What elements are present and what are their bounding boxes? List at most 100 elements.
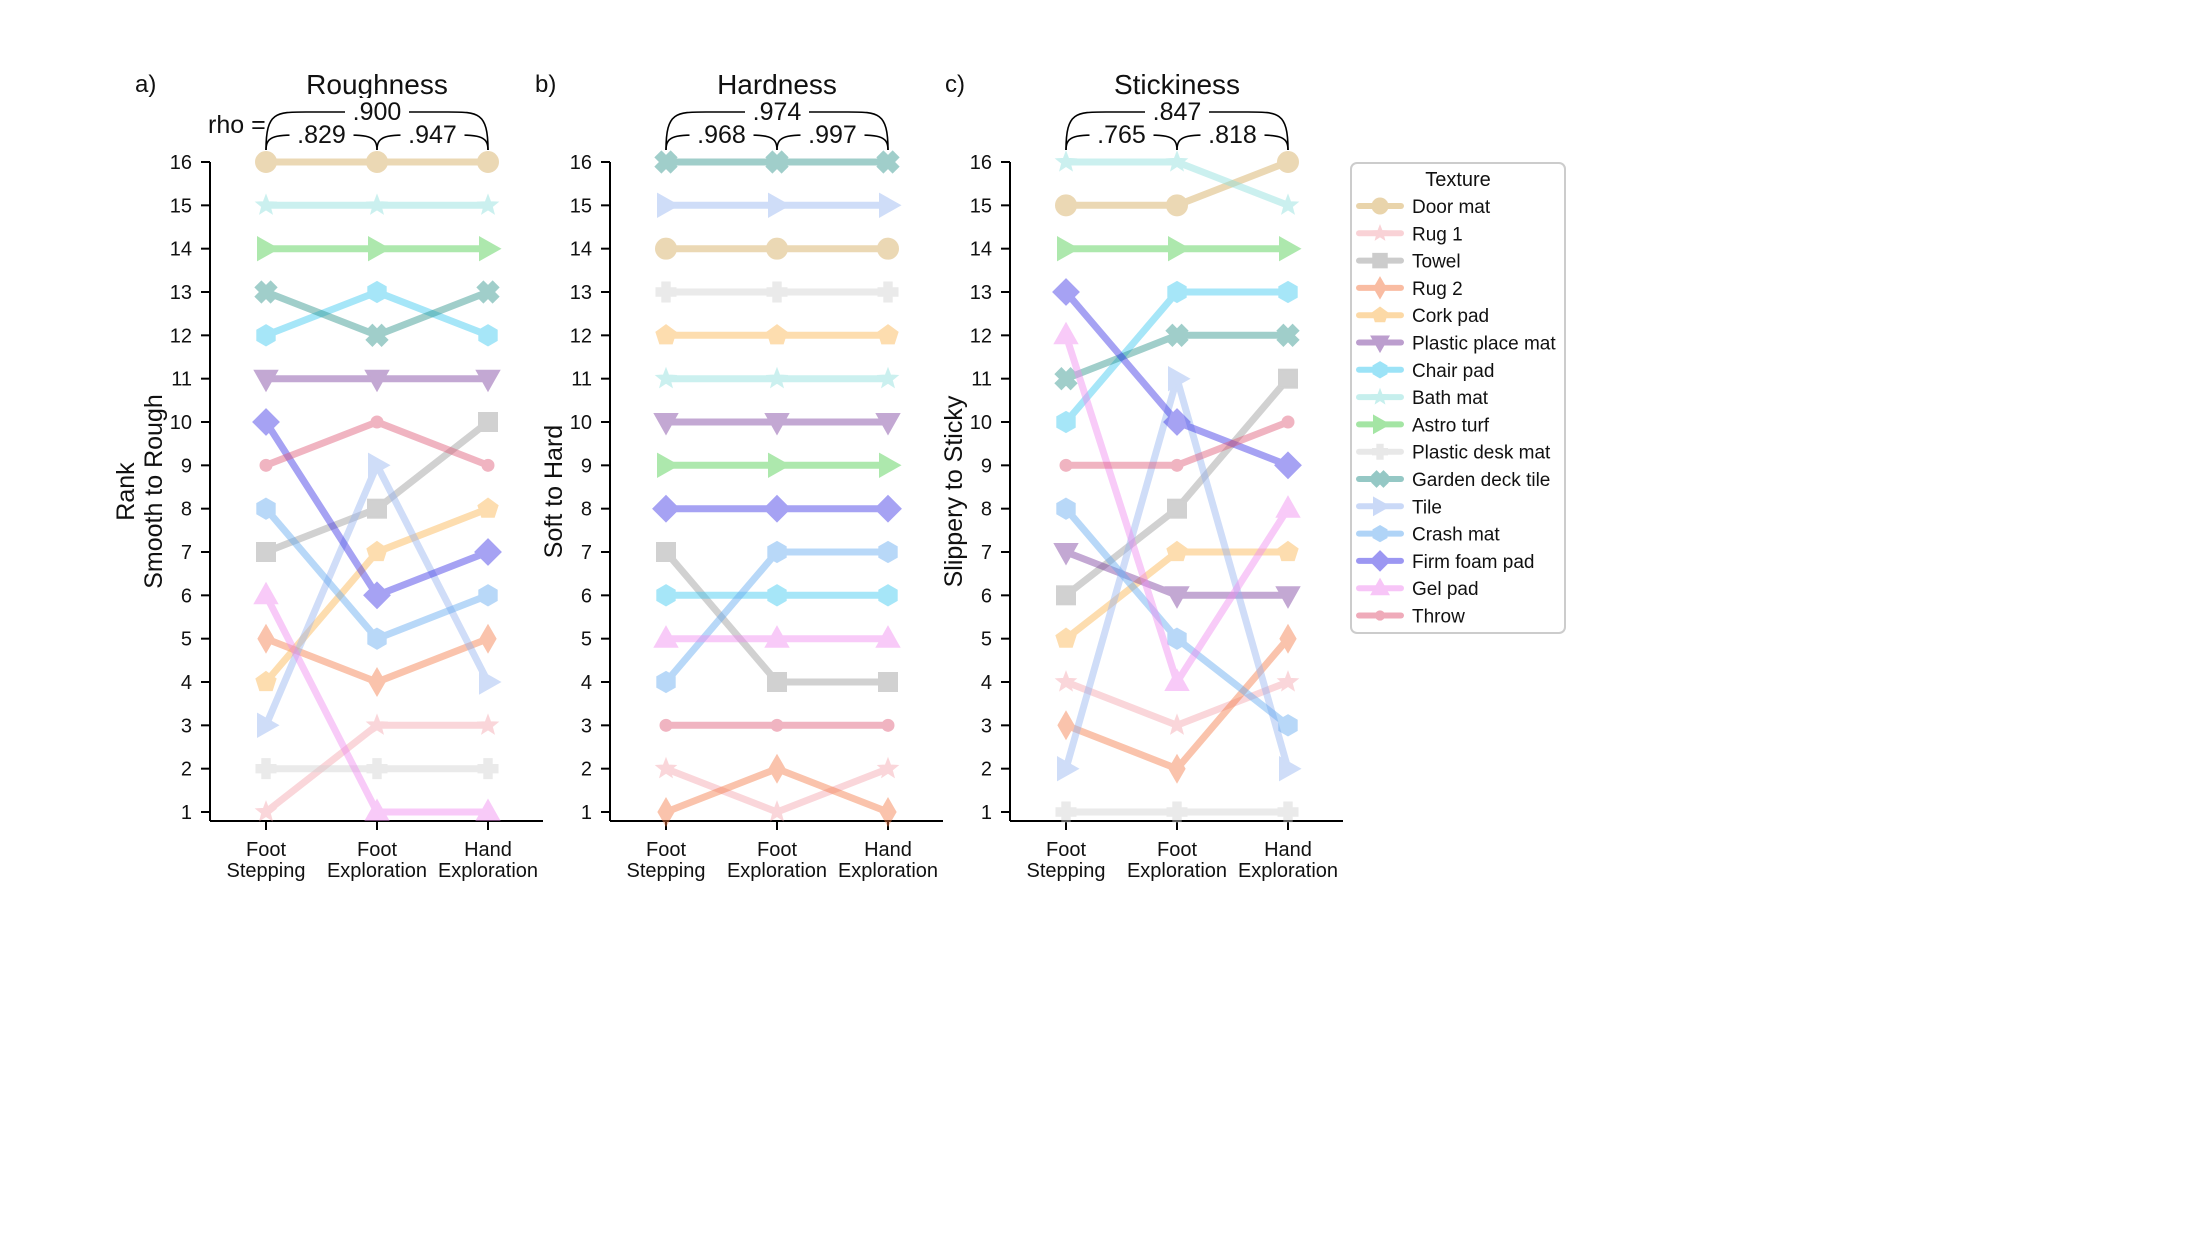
data-point-towel [878,672,898,692]
legend-label: Door mat [1412,197,1491,218]
series-garden-deck-tile [254,280,500,348]
data-point-firm-foam-pad [474,538,502,566]
data-point-garden-deck-tile [765,150,789,174]
data-point-cork-pad [766,324,788,345]
series-firm-foam-pad [252,408,502,610]
legend-marker [1373,276,1387,300]
data-point-throw [259,458,273,472]
legend-marker [1372,524,1388,543]
data-point-rug-2 [1168,753,1186,784]
legend-item-firm-foam-pad: Firm foam pad [1356,550,1534,573]
data-point-door-mat [366,151,388,173]
data-point-rug-2 [768,753,786,784]
y-tick-label: 12 [170,325,192,347]
data-point-bath-mat [876,366,900,389]
data-point-door-mat [1055,194,1077,217]
data-point-bath-mat [654,366,678,389]
legend-item-garden-deck-tile: Garden deck tile [1356,470,1550,491]
data-point-garden-deck-tile [1165,323,1189,348]
y-tick-label: 4 [181,672,192,694]
legend-swatch [1356,252,1404,269]
series-rug-1 [254,713,500,822]
data-point-plastic-desk-mat [366,758,388,780]
legend-item-plastic-place-mat: Plastic place mat [1356,334,1556,355]
correlation-brackets: .847.765 .818 [1065,98,1289,151]
series-gel-pad [653,625,901,648]
data-point-plastic-place-mat [1164,586,1190,609]
y-tick-label: 15 [170,195,192,217]
data-point-garden-deck-tile [654,150,678,174]
data-point-firm-foam-pad [1163,408,1191,436]
data-point-garden-deck-tile-shape [476,280,500,304]
data-point-chair-pad [256,324,276,347]
data-point-chair-pad [878,584,898,607]
series-line [1062,375,1292,773]
legend-swatch [1356,610,1404,621]
rho-label: rho = [208,111,266,139]
data-point-towel [1056,585,1076,606]
data-point-garden-deck-tile-shape [876,150,900,174]
y-tick-label: 16 [570,152,592,174]
series-door-mat [255,151,499,173]
data-point-astro-turf [657,452,680,479]
legend-label: Bath mat [1412,388,1489,409]
x-tick-label-line: Stepping [1027,860,1106,882]
y-tick-label: 15 [970,195,992,217]
correlation-value: .818 [1208,121,1257,149]
data-point-towel [256,542,276,562]
legend-item-door-mat: Door mat [1356,197,1491,218]
y-tick-label: 13 [170,282,192,304]
data-point-rug-1 [1054,670,1078,692]
series-line [662,765,892,816]
y-tick-label: 11 [971,369,992,391]
data-point-garden-deck-tile-shape [365,323,389,348]
data-point-chair-pad [656,584,676,607]
y-tick-label: 14 [170,239,192,261]
series-crash-mat [656,540,898,694]
legend-item-rug-1: Rug 1 [1356,224,1463,245]
legend-item-astro-turf: Astro turf [1356,414,1490,436]
series-line [262,418,492,599]
data-point-rug-1 [654,756,678,779]
legend-marker [1371,224,1389,241]
series-gel-pad [1053,321,1301,691]
legend-swatch [1356,197,1404,215]
data-point-garden-deck-tile [876,150,900,174]
series-cork-pad [255,497,499,692]
x-tick-label-line: Exploration [1238,860,1338,882]
y-tick-label: 8 [981,499,992,521]
series-line [262,461,492,729]
data-point-throw [1170,458,1184,472]
data-point-tile [257,712,280,739]
correlation-brackets: .900.829 .947 [265,98,489,151]
series-astro-turf [1057,235,1302,262]
data-point-rug-2 [257,623,275,654]
y-tick-label: 4 [981,672,992,694]
series-bath-mat [654,366,900,389]
data-point-crash-mat [767,540,787,564]
series-plastic-place-mat [253,369,501,393]
data-point-plastic-place-mat [1053,543,1079,566]
x-tick-label-line: Foot [357,839,397,861]
series-line [1062,678,1292,729]
data-point-garden-deck-tile [1054,366,1078,391]
legend-item-throw: Throw [1356,607,1465,628]
series-rug-1 [654,756,900,822]
correlation-value: .968 [697,121,746,149]
series-rug-1 [1054,670,1300,735]
x-tick-label: Foot Exploration [1127,839,1227,882]
series-line [262,288,492,339]
series-towel [256,412,498,562]
series-line [262,505,492,686]
x-tick-label-line: Hand [864,839,912,861]
y-tick-label: 13 [570,282,592,304]
data-point-bath-mat [1276,193,1300,215]
series-astro-turf [657,452,902,479]
legend-swatch [1356,276,1404,300]
series-throw [659,718,895,732]
legend-label: Plastic place mat [1412,334,1556,355]
data-point-door-mat [877,237,899,260]
y-tick-label: 9 [981,455,992,477]
series-chair-pad [256,280,498,347]
